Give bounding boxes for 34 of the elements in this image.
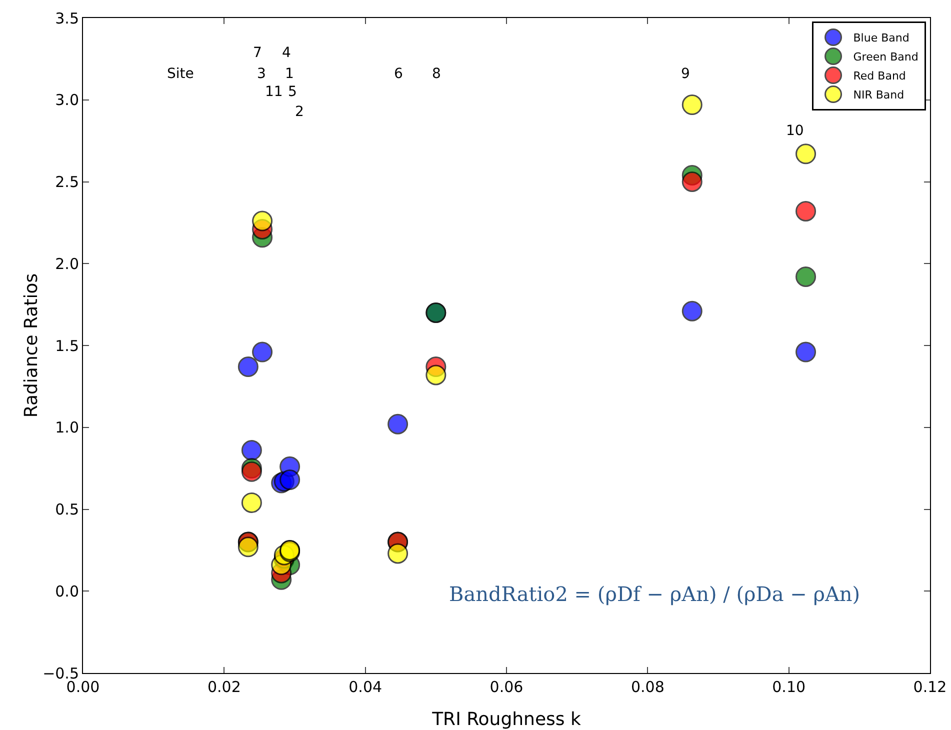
legend-label: Blue Band: [853, 32, 910, 45]
annotation: 7: [253, 45, 262, 61]
annotation: 9: [681, 66, 690, 82]
annotation: 8: [432, 66, 441, 82]
y-tick-label: 1.0: [55, 418, 79, 437]
x-tick-label: 0.06: [490, 678, 524, 696]
annotation: 3: [257, 66, 266, 82]
annotation: 11: [265, 84, 283, 100]
y-axis-title: Radiance Ratios: [21, 273, 42, 418]
legend-label: Red Band: [853, 70, 906, 83]
annotation: BandRatio2 = (ρDf − ρAn) / (ρDa − ρAn): [449, 582, 860, 606]
annotation: 1: [285, 66, 294, 82]
annotation: 10: [786, 123, 804, 139]
y-tick-label: 2.5: [55, 173, 79, 191]
legend-label: NIR Band: [853, 88, 904, 102]
y-tick-label: 0.5: [55, 500, 79, 518]
legend-label: Green Band: [853, 50, 918, 64]
annotation: 2: [295, 104, 304, 120]
y-tick-label: 1.5: [55, 336, 79, 355]
annotation: 6: [394, 66, 403, 82]
x-axis-title: TRI Roughness k: [431, 709, 582, 730]
y-tick-label: 0.0: [55, 582, 79, 600]
x-tick-label: 0.10: [772, 678, 806, 696]
annotation: Site: [167, 66, 194, 82]
annotation: 5: [288, 84, 297, 100]
x-tick-label: 0.12: [913, 678, 947, 696]
y-tick-label: 3.5: [55, 9, 79, 28]
x-tick-label: 0.00: [66, 678, 100, 696]
y-tick-label: 3.0: [55, 91, 79, 110]
y-tick-label: 2.0: [55, 254, 79, 273]
annotation: 4: [282, 45, 291, 61]
x-tick-label: 0.02: [207, 678, 241, 696]
x-tick-label: 0.04: [348, 678, 382, 696]
x-tick-label: 0.08: [630, 678, 664, 696]
